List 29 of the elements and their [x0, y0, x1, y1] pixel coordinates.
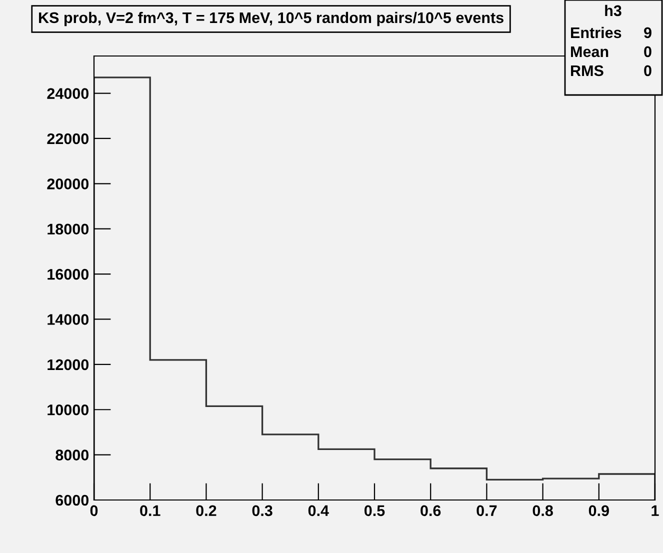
- y-tick-label: 8000: [56, 450, 89, 460]
- x-tick-label: 0.7: [476, 505, 497, 516]
- y-tick-label: 18000: [48, 224, 89, 235]
- text: h3: [605, 4, 622, 16]
- annotation: 0: [644, 65, 652, 76]
- x-tick-label: 0.6: [420, 505, 441, 516]
- y-tick-label: 12000: [48, 359, 89, 370]
- y-tick-label: 20000: [47, 178, 89, 190]
- x-tick-label: 0.3: [252, 505, 272, 516]
- y-tick-label: 22000: [47, 133, 89, 144]
- x-tick-label: 0: [90, 505, 98, 516]
- text: 9: [644, 27, 652, 38]
- annotation: 0: [644, 46, 652, 58]
- annotation: RMS: [571, 65, 604, 76]
- y-tick-label: 16000: [48, 268, 89, 280]
- text: Entries: [571, 26, 622, 38]
- y-tick-label: 24000: [47, 88, 89, 99]
- x-tick-label: 0.5: [364, 505, 385, 516]
- x-tick-label: 0.1: [140, 505, 160, 516]
- y-tick-label: 6000: [56, 494, 89, 506]
- y-tick-label: 10000: [48, 404, 89, 416]
- x-tick-label: 0.4: [308, 505, 329, 516]
- x-tick-label: 1: [652, 505, 659, 516]
- chart-title: KS prob, V=2 fm^3, T = 175 MeV, 10^5 random pairs/10^5 events: [39, 12, 504, 26]
- x-tick-label: 0.9: [588, 505, 609, 516]
- x-tick-label: 0.2: [196, 505, 216, 516]
- x-tick-label: 0.8: [532, 505, 553, 516]
- y-tick-label: 14000: [48, 314, 89, 325]
- annotation: Mean: [571, 46, 608, 58]
